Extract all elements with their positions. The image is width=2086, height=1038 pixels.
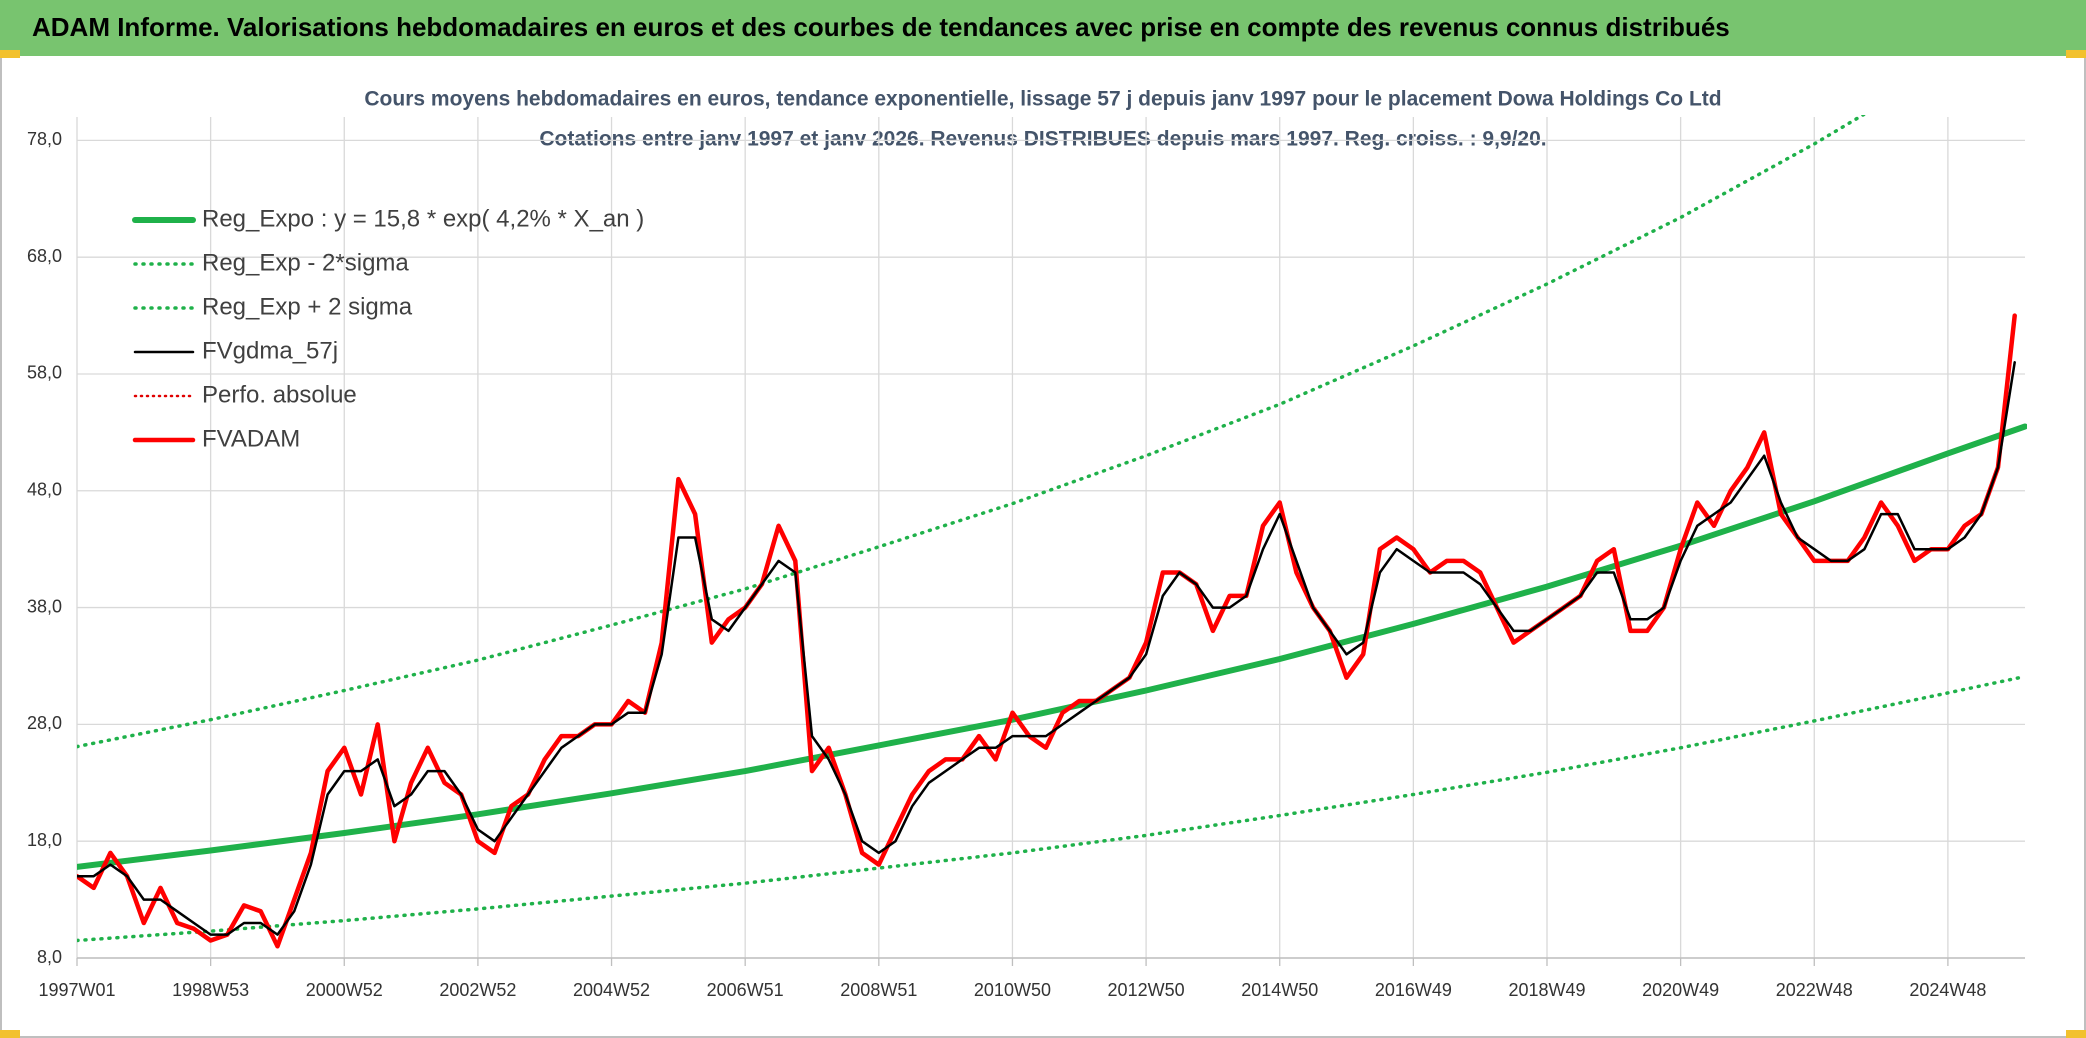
y-tick-label: 68,0 xyxy=(27,246,62,266)
legend-label: Reg_Expo : y = 15,8 * exp( 4,2% * X_an ) xyxy=(202,205,644,232)
corner xyxy=(2066,1030,2086,1038)
legend-label: FVADAM xyxy=(202,425,300,452)
y-tick-label: 78,0 xyxy=(27,129,62,149)
x-tick-label: 2012W50 xyxy=(1108,980,1185,1000)
x-tick-label: 2018W49 xyxy=(1508,980,1585,1000)
x-tick-label: 2008W51 xyxy=(840,980,917,1000)
y-tick-label: 8,0 xyxy=(37,947,62,967)
x-tick-label: 2014W50 xyxy=(1241,980,1318,1000)
series-line xyxy=(77,674,2027,943)
x-tick-label: 2004W52 xyxy=(573,980,650,1000)
chart-subtitle: Cotations entre janv 1997 et janv 2026. … xyxy=(539,128,1546,151)
legend-label: Reg_Exp + 2 sigma xyxy=(202,293,413,320)
corner xyxy=(0,1030,20,1038)
series-line xyxy=(77,313,2017,949)
y-tick-label: 28,0 xyxy=(27,713,62,733)
x-tick-label: 2022W48 xyxy=(1776,980,1853,1000)
chart-title: Cours moyens hebdomadaires en euros, ten… xyxy=(364,88,1721,111)
x-tick-label: 1997W01 xyxy=(38,980,115,1000)
x-tick-label: 2010W50 xyxy=(974,980,1051,1000)
y-tick-label: 58,0 xyxy=(27,363,62,383)
x-tick-label: 2000W52 xyxy=(306,980,383,1000)
series-line xyxy=(77,361,2016,936)
x-tick-label: 2006W51 xyxy=(707,980,784,1000)
x-tick-label: 2016W49 xyxy=(1375,980,1452,1000)
legend-label: Perfo. absolue xyxy=(202,381,357,408)
y-tick-label: 18,0 xyxy=(27,830,62,850)
legend-label: FVgdma_57j xyxy=(202,337,338,364)
series-line xyxy=(77,115,1867,749)
x-tick-label: 2002W52 xyxy=(439,980,516,1000)
corner xyxy=(2066,50,2086,58)
x-tick-label: 2024W48 xyxy=(1909,980,1986,1000)
y-tick-label: 48,0 xyxy=(27,480,62,500)
y-tick-label: 38,0 xyxy=(27,596,62,616)
series-line xyxy=(77,423,2027,870)
x-tick-label: 1998W53 xyxy=(172,980,249,1000)
header-title: ADAM Informe. Valorisations hebdomadaire… xyxy=(32,12,1730,42)
x-tick-label: 2020W49 xyxy=(1642,980,1719,1000)
header-bar xyxy=(0,0,2086,56)
corner xyxy=(0,50,20,58)
legend-label: Reg_Exp - 2*sigma xyxy=(202,249,409,276)
